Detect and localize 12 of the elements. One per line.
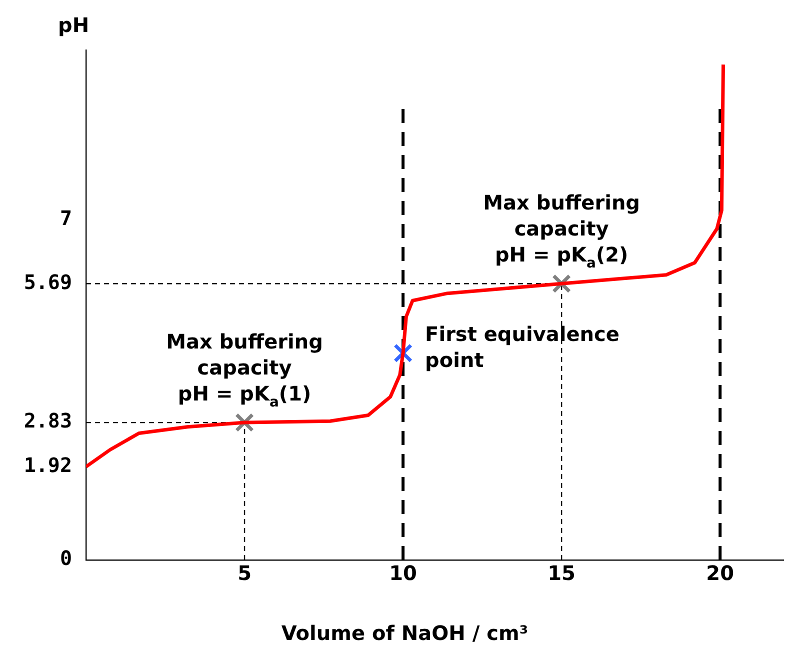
y-axis-title: pH	[58, 13, 90, 37]
x-tick-label: 20	[706, 561, 734, 586]
x-tick-label: 5	[238, 561, 252, 586]
y-tick-label: 2.83	[24, 408, 72, 433]
y-tick-label: 5.69	[24, 270, 72, 294]
y-tick-label: 1.92	[24, 452, 72, 477]
x-tick-label: 15	[548, 561, 576, 586]
y-tick-label: 7	[60, 206, 72, 230]
y-tick-label: 0	[60, 546, 72, 570]
x-tick-label: 10	[389, 561, 417, 586]
annotation: First equivalence point	[425, 322, 620, 372]
x-axis-title: Volume of NaOH / cm³	[281, 621, 528, 645]
